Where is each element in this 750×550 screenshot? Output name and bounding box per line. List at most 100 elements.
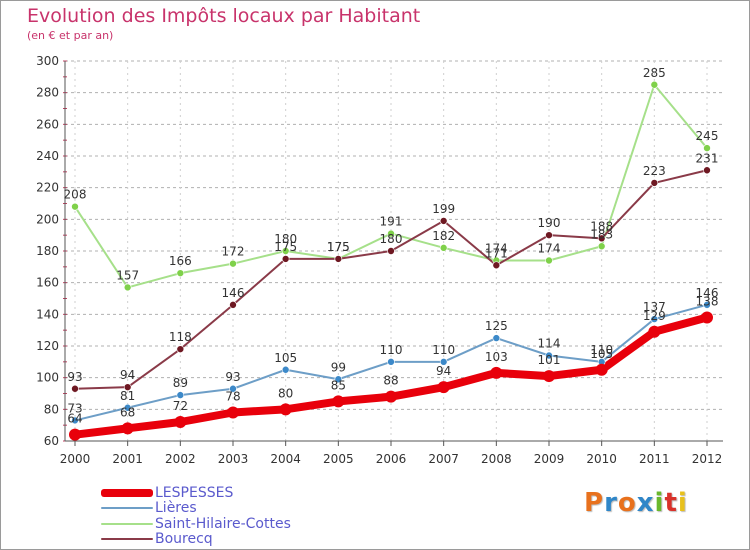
logo-letter: P [584,488,605,518]
data-label-bourecq-2007: 199 [432,202,455,216]
series-points [69,80,713,441]
x-tick-label-2008: 2008 [481,452,512,466]
legend-swatch-lieres [101,507,153,509]
point-saint-hilaire-cottes-2002 [176,269,185,277]
point-lespesses-2007 [437,381,450,394]
point-lieres-2006 [387,358,395,366]
point-bourecq-2006 [387,247,395,255]
data-label-lespesses-2001: 68 [120,405,135,419]
data-label-bourecq-2001: 94 [120,368,135,382]
data-label-saint-hilaire-cottes-2008: 174 [485,242,508,256]
point-saint-hilaire-cottes-2000 [71,202,79,211]
data-label-lieres-2001: 81 [120,389,135,403]
data-label-bourecq-2003: 146 [222,286,245,300]
x-tick-label-2012: 2012 [692,452,723,466]
x-tick-label-2007: 2007 [428,452,459,466]
y-tick-label-80: 80 [44,402,59,416]
data-label-saint-hilaire-cottes-2003: 172 [222,245,245,259]
point-lieres-2008 [492,334,501,342]
legend-label-lespesses: LESPESSES [155,485,234,501]
data-label-lieres-2004: 105 [274,351,297,365]
point-saint-hilaire-cottes-2006 [387,229,395,238]
point-lespesses-2002 [174,416,187,428]
x-tick-label-2010: 2010 [586,452,617,466]
data-label-lieres-2005: 99 [331,360,346,374]
point-bourecq-2005 [334,255,343,263]
point-lespesses-2009 [543,370,555,383]
data-label-saint-hilaire-cottes-2006: 191 [380,215,403,229]
y-tick-label-140: 140 [36,307,59,321]
x-tick-label-2002: 2002 [165,452,196,466]
point-lespesses-2012 [701,311,713,324]
x-tick-label-2006: 2006 [376,452,407,466]
y-tick-label-280: 280 [36,86,59,100]
point-lespesses-2008 [490,366,503,379]
data-label-lieres-2000: 73 [67,401,82,415]
point-saint-hilaire-cottes-2003 [229,259,237,268]
point-saint-hilaire-cottes-2012 [703,144,711,152]
legend-item-bourecq: Bourecq [101,531,213,547]
point-bourecq-2004 [281,255,290,263]
data-label-bourecq-2006: 180 [380,232,403,246]
y-tick-label-200: 200 [36,212,59,226]
point-lieres-2009 [545,351,553,360]
y-tick-label-120: 120 [36,339,59,353]
y-tick-label-220: 220 [36,181,59,195]
legend-swatch-bourecq [101,538,153,540]
data-label-saint-hilaire-cottes-2009: 174 [538,242,561,256]
chart-subtitle: (en € et par an) [27,29,114,42]
data-label-lespesses-2010: 105 [590,347,613,361]
point-lieres-2001 [123,403,132,412]
data-label-saint-hilaire-cottes-2012: 245 [696,129,719,143]
y-tick-label-100: 100 [36,371,59,385]
point-lieres-2007 [439,358,448,366]
point-bourecq-2012 [703,166,711,175]
legend-swatch-lespesses [101,489,153,497]
y-tick-label-180: 180 [36,244,59,258]
x-tick-label-2009: 2009 [534,452,565,466]
legend-item-lespesses: LESPESSES [101,485,233,501]
data-label-bourecq-2004: 175 [274,240,297,254]
data-label-saint-hilaire-cottes-2004: 180 [274,232,297,246]
legend-label-lieres: Lières [155,500,197,516]
point-lieres-2002 [176,391,185,399]
point-lieres-2012 [703,301,711,309]
point-lieres-2004 [281,365,290,374]
logo-letter: i [654,488,665,518]
data-label-saint-hilaire-cottes-2001: 157 [116,268,139,282]
point-saint-hilaire-cottes-2009 [545,256,553,265]
data-label-lespesses-2009: 101 [538,353,561,367]
point-bourecq-2011 [650,179,659,187]
data-label-lieres-2008: 125 [485,319,508,333]
data-label-lespesses-2007: 94 [436,364,451,378]
logo-letter: x [636,488,655,518]
x-tick-label-2003: 2003 [218,452,249,466]
data-label-lespesses-2011: 129 [643,309,666,323]
point-saint-hilaire-cottes-2007 [439,244,448,252]
data-label-lieres-2007: 110 [432,343,455,357]
legend-item-lieres: Lières [101,500,197,516]
y-tick-label-60: 60 [44,434,59,448]
y-tick-label-240: 240 [36,149,59,163]
point-bourecq-2010 [597,234,606,243]
data-label-bourecq-2002: 118 [169,330,192,344]
point-lespesses-2005 [332,395,345,408]
data-label-lieres-2002: 89 [173,376,188,390]
data-label-bourecq-2010: 188 [590,219,613,233]
point-saint-hilaire-cottes-2010 [597,242,606,251]
point-lespesses-2010 [595,363,608,376]
data-label-bourecq-2008: 171 [485,246,508,260]
data-label-lieres-2006: 110 [380,343,403,357]
data-label-lespesses-2005: 85 [331,378,346,392]
proxiti-logo: Proxiti [584,488,688,518]
data-label-lespesses-2000: 64 [67,412,82,426]
data-label-bourecq-2000: 93 [67,370,82,384]
logo-letter: t [664,488,678,518]
point-lieres-2005 [334,375,343,384]
point-lespesses-2003 [227,406,239,419]
legend-item-saint-hilaire-cottes: Saint-Hilaire-Cottes [101,516,291,532]
data-label-saint-hilaire-cottes-2011: 285 [643,66,666,80]
point-saint-hilaire-cottes-2004 [281,247,290,255]
grid-lines [65,60,723,442]
